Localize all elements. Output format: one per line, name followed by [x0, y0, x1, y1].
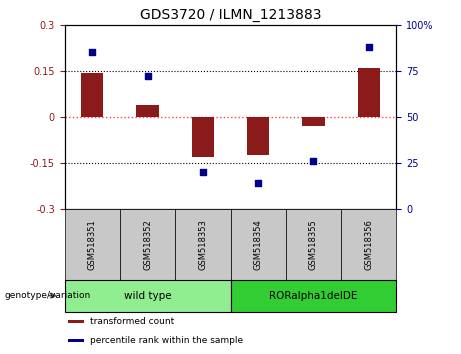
Bar	[230, 280, 396, 312]
Text: GSM518353: GSM518353	[198, 219, 207, 270]
Bar	[358, 68, 380, 117]
Title: GDS3720 / ILMN_1213883: GDS3720 / ILMN_1213883	[140, 8, 321, 22]
Bar	[65, 280, 230, 312]
Point	[254, 180, 262, 186]
Point	[144, 74, 151, 79]
Point	[199, 169, 207, 175]
Bar	[230, 209, 286, 280]
Text: GSM518354: GSM518354	[254, 219, 263, 270]
Bar	[302, 117, 325, 126]
Text: wild type: wild type	[124, 291, 171, 301]
Text: GSM518351: GSM518351	[88, 219, 97, 270]
Bar	[175, 209, 230, 280]
Bar	[341, 209, 396, 280]
Bar	[247, 117, 269, 155]
Bar	[286, 209, 341, 280]
Text: GSM518355: GSM518355	[309, 219, 318, 270]
Text: genotype/variation: genotype/variation	[5, 291, 91, 300]
Point	[89, 50, 96, 55]
Text: transformed count: transformed count	[90, 317, 175, 326]
Text: GSM518352: GSM518352	[143, 219, 152, 270]
Bar	[136, 104, 159, 117]
Bar	[68, 320, 84, 323]
Text: RORalpha1delDE: RORalpha1delDE	[269, 291, 358, 301]
Bar	[68, 339, 84, 342]
Text: percentile rank within the sample: percentile rank within the sample	[90, 336, 243, 345]
Bar	[65, 209, 120, 280]
Point	[310, 158, 317, 164]
Bar	[120, 209, 175, 280]
Bar	[192, 117, 214, 157]
Bar	[81, 73, 103, 117]
Point	[365, 44, 372, 50]
Text: GSM518356: GSM518356	[364, 219, 373, 270]
